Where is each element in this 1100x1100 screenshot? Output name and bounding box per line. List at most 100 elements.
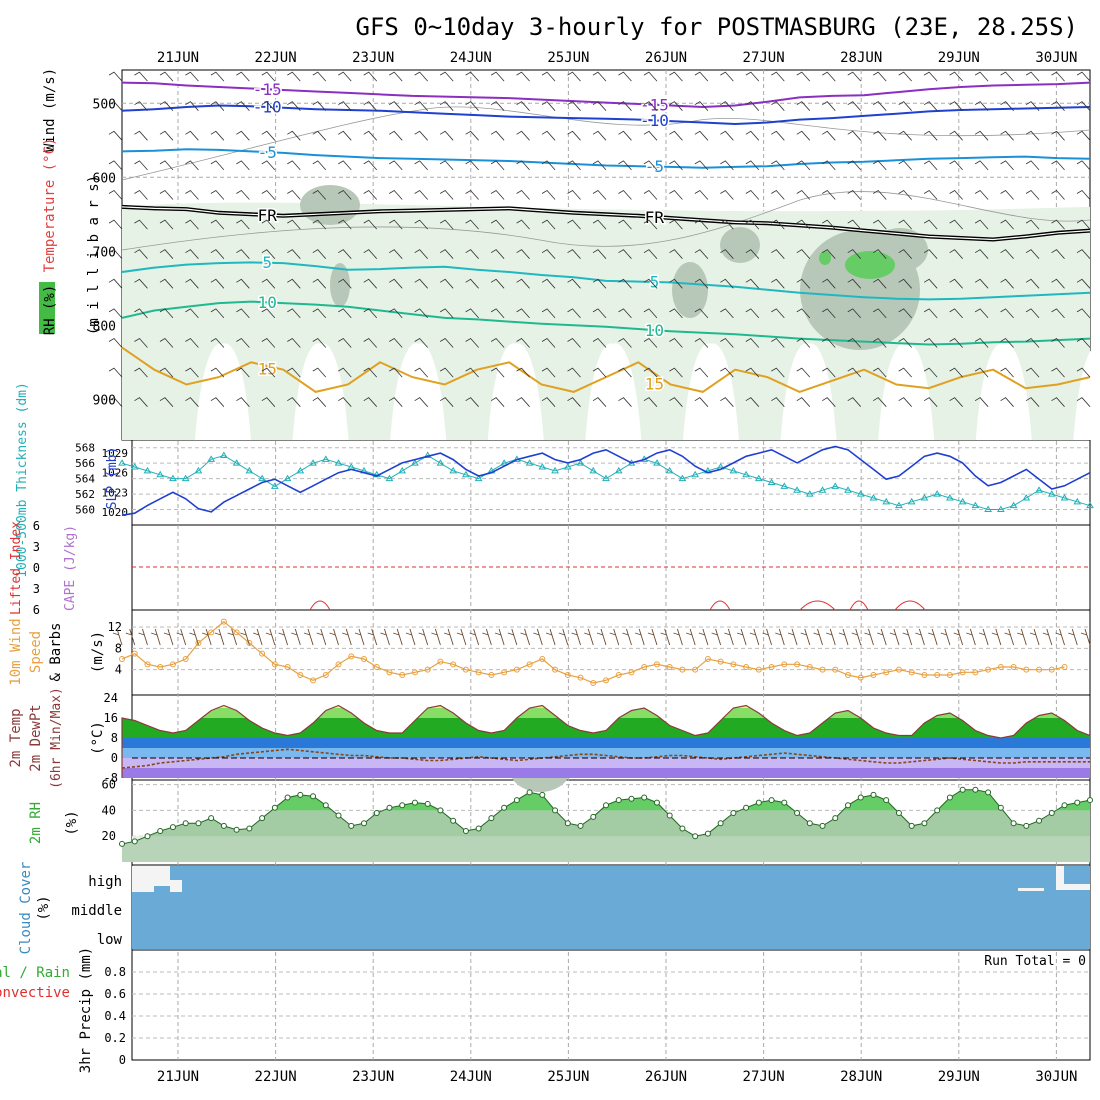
wind10m-panel: 12 8 4 bbox=[108, 618, 1091, 686]
surface-wind-barb bbox=[329, 628, 339, 646]
wind-barb bbox=[338, 337, 352, 348]
wind-barb bbox=[261, 308, 276, 319]
wind-barb bbox=[185, 308, 199, 319]
wind-barb bbox=[1051, 278, 1065, 289]
wind-barb bbox=[490, 71, 505, 82]
rh-point bbox=[806, 820, 813, 827]
wind-barb bbox=[1025, 397, 1040, 407]
wind-barb bbox=[414, 101, 428, 111]
wind-barb bbox=[974, 71, 989, 82]
wind-barb bbox=[541, 71, 556, 82]
wind-barb bbox=[974, 308, 989, 319]
wind-speed-point bbox=[246, 640, 253, 646]
wind-barb bbox=[185, 71, 199, 82]
wind-barb bbox=[643, 219, 658, 230]
wind-barb bbox=[694, 219, 709, 230]
wind-speed-point bbox=[322, 672, 329, 678]
wind-barb bbox=[974, 219, 989, 230]
wind-barb bbox=[771, 189, 785, 200]
wind-barb bbox=[923, 130, 938, 141]
wind-barb bbox=[720, 219, 734, 230]
rh-point bbox=[832, 815, 839, 822]
rh-point bbox=[921, 820, 928, 827]
surface-wind-barb bbox=[202, 628, 212, 646]
wind-barb bbox=[134, 189, 148, 200]
wind-speed-point bbox=[424, 666, 431, 673]
rh-point bbox=[985, 789, 992, 796]
wind-barb bbox=[210, 219, 225, 230]
wind-barb bbox=[847, 397, 862, 407]
wind-barb bbox=[516, 278, 530, 289]
wind-speed-point bbox=[883, 669, 890, 676]
rh-dry-area bbox=[975, 343, 1032, 440]
surface-wind-barb bbox=[966, 628, 976, 646]
ylabel-temp2m: 2m Temp bbox=[8, 708, 24, 767]
wind-speed-point bbox=[1048, 666, 1055, 673]
wind-barb bbox=[185, 278, 199, 289]
thickness-point bbox=[423, 451, 432, 458]
wind-speed-point bbox=[806, 664, 813, 670]
wind-barb bbox=[338, 101, 352, 111]
ylabel-minmax: (6hr Min/Max) bbox=[49, 687, 64, 789]
isotherm-label: FR bbox=[258, 206, 278, 225]
wind-speed-point bbox=[717, 658, 724, 665]
rh-point bbox=[131, 838, 138, 845]
wind-barb bbox=[1051, 249, 1065, 259]
surface-wind-barb bbox=[851, 628, 862, 646]
wind-barb bbox=[1051, 101, 1065, 111]
isotherm-label: 5 bbox=[262, 253, 272, 272]
wind-barb bbox=[974, 249, 989, 259]
wind-barb bbox=[618, 130, 632, 141]
wind-barb bbox=[465, 249, 479, 259]
wind-barb bbox=[261, 249, 276, 259]
surface-wind-barb bbox=[622, 628, 632, 646]
date-label-top: 26JUN bbox=[645, 50, 687, 66]
wind-barb bbox=[389, 367, 403, 378]
thickness-point bbox=[283, 474, 292, 482]
slp-tick: 1020 bbox=[102, 506, 129, 519]
isotherm-line bbox=[121, 81, 1091, 109]
rh-point bbox=[870, 791, 877, 798]
surface-wind-barb bbox=[698, 628, 709, 646]
lifted-index-curve bbox=[849, 600, 869, 611]
wind-barb bbox=[134, 219, 148, 230]
wind-barb bbox=[541, 337, 556, 348]
wind-speed-point bbox=[845, 672, 851, 678]
wind-barb bbox=[1076, 337, 1091, 348]
wind-barb bbox=[439, 71, 454, 82]
wind-speed-point bbox=[552, 666, 559, 673]
surface-wind-barb bbox=[711, 628, 722, 646]
wind-barb bbox=[389, 278, 403, 289]
wind-barb bbox=[1025, 367, 1040, 378]
chart-title: GFS 0~10day 3-hourly for POSTMASBURG (23… bbox=[356, 13, 1078, 41]
wind-speed-point bbox=[819, 666, 826, 673]
wind-barb bbox=[389, 71, 403, 82]
wind-barb bbox=[847, 219, 862, 230]
surface-wind-barb bbox=[915, 628, 925, 646]
wind-barb bbox=[516, 160, 530, 171]
wind-barb bbox=[694, 397, 709, 407]
surface-wind-barb bbox=[584, 628, 594, 646]
wind-barb bbox=[287, 337, 301, 348]
wind-speed-point bbox=[259, 650, 266, 657]
wind-barb bbox=[261, 219, 276, 230]
wind-barb bbox=[822, 160, 836, 171]
wind-barb bbox=[847, 308, 862, 319]
wind-barb bbox=[1000, 249, 1014, 259]
wind-barb bbox=[669, 71, 683, 82]
wind-barb bbox=[643, 278, 658, 289]
rh-mid-patch bbox=[672, 262, 708, 318]
wind-barb bbox=[389, 397, 403, 407]
wind-barb bbox=[185, 130, 199, 141]
surface-wind-barb bbox=[762, 628, 773, 646]
surface-wind-barb bbox=[265, 628, 276, 646]
wind-speed-point bbox=[182, 656, 189, 662]
wind-speed-line bbox=[121, 620, 1065, 684]
wind-barb bbox=[1076, 130, 1091, 141]
rh-point bbox=[577, 822, 584, 829]
thickness-point bbox=[462, 470, 470, 478]
rh-point bbox=[628, 795, 635, 802]
wind-barb bbox=[541, 397, 556, 407]
wind-speed-point bbox=[653, 661, 660, 668]
rh-point bbox=[997, 804, 1004, 811]
